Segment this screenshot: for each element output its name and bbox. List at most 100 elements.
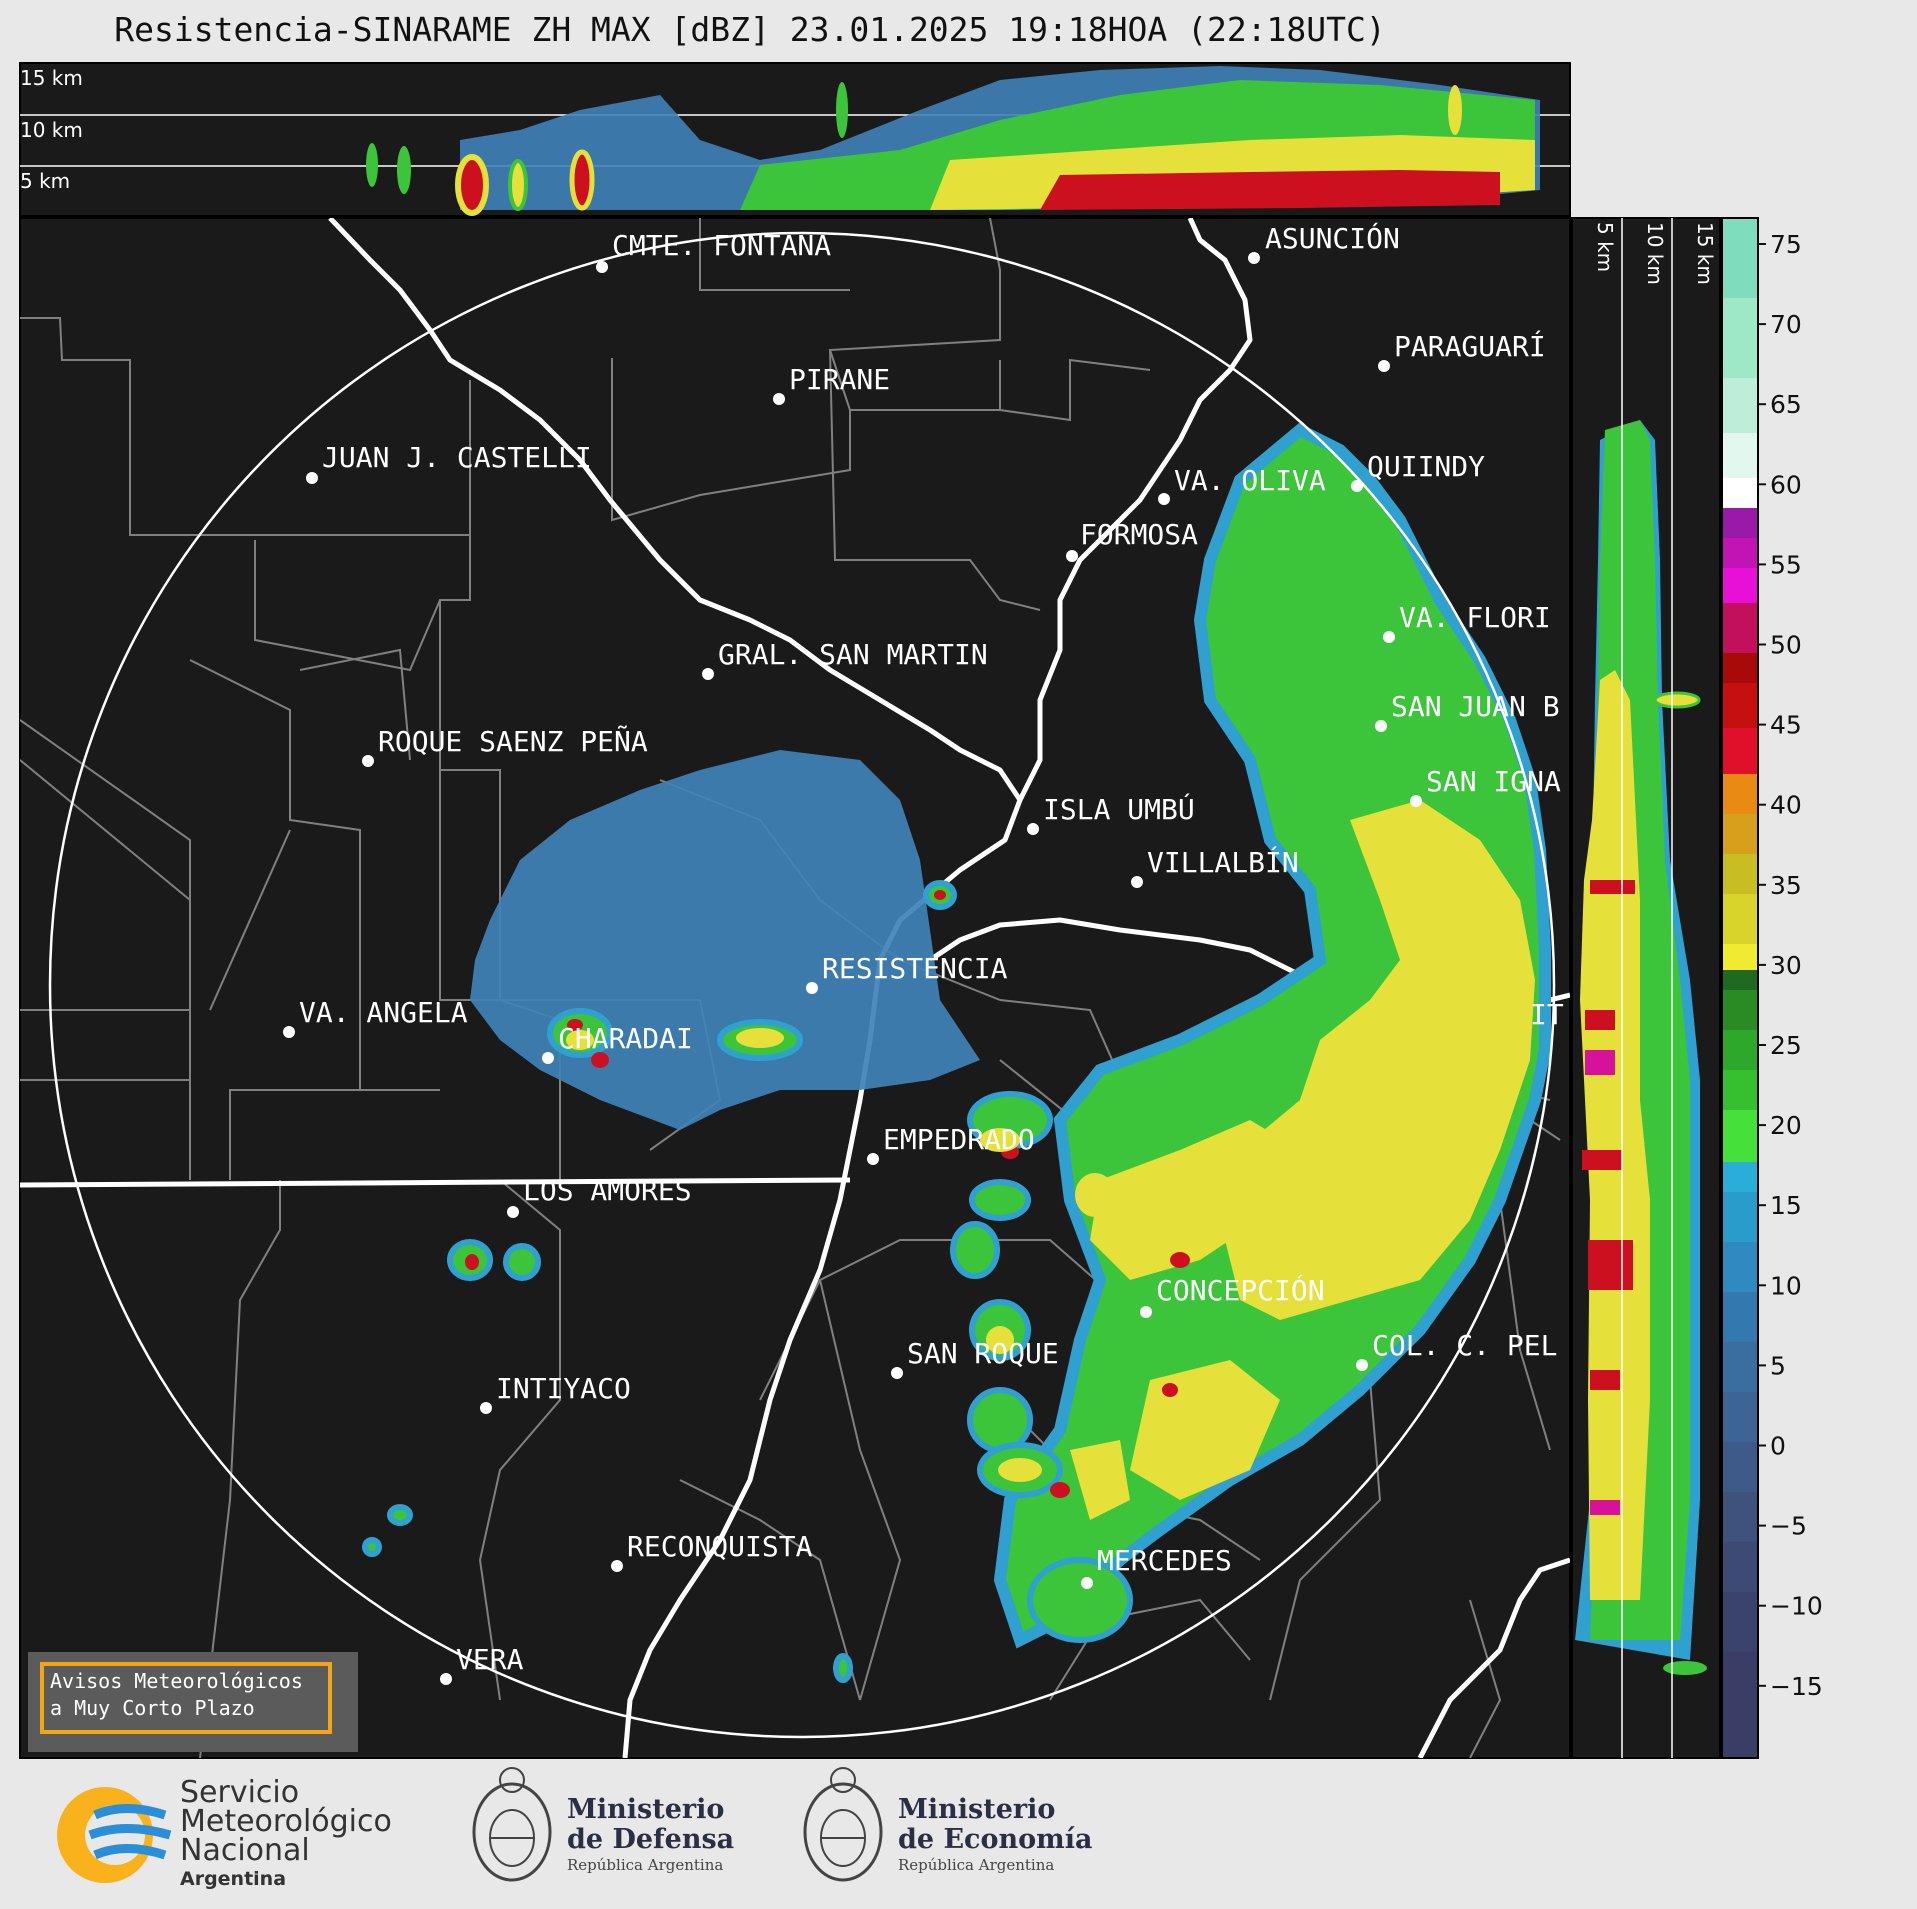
svg-text:ASUNCIÓN: ASUNCIÓN (1265, 221, 1400, 255)
city-pirane: PIRANE (773, 363, 890, 405)
defensa-sub: República Argentina (567, 1856, 724, 1874)
svg-text:LOS AMORES: LOS AMORES (523, 1174, 692, 1207)
smn-country: Argentina (180, 1868, 287, 1890)
city-gral-san-martin: GRAL. SAN MARTIN (702, 638, 988, 680)
svg-text:INTIYACO: INTIYACO (496, 1372, 631, 1405)
economia-coat-of-arms-icon (803, 1767, 883, 1882)
colorbar-tick-label: 0 (1770, 1432, 1786, 1461)
city-col-c-pel: COL. C. PEL (1356, 1329, 1557, 1371)
colorbar-tick-label: 30 (1770, 951, 1802, 980)
defensa-line-1: Ministerio (567, 1794, 725, 1825)
economia-line-1: Ministerio (898, 1794, 1056, 1825)
defensa-logo-text: Ministerio de Defensa República Argentin… (567, 1795, 734, 1875)
svg-text:SAN JUAN B: SAN JUAN B (1391, 690, 1560, 723)
side-km-label-15: 15 km (1693, 222, 1717, 285)
city-san-igna: SAN IGNA (1410, 765, 1561, 807)
top-km-label-5: 5 km (20, 169, 70, 193)
smn-line-1: Servicio (180, 1775, 300, 1810)
colorbar-tick-label: 5 (1770, 1351, 1786, 1380)
svg-text:MERCEDES: MERCEDES (1097, 1544, 1232, 1577)
svg-text:COL. C. PEL: COL. C. PEL (1372, 1329, 1557, 1362)
colorbar-tick-label: 45 (1770, 711, 1802, 740)
city-san-roque: SAN ROQUE (891, 1337, 1059, 1379)
city-mercedes: MERCEDES (1081, 1544, 1232, 1589)
svg-text:QUIINDY: QUIINDY (1367, 450, 1485, 483)
city-juan-j-castelli: JUAN J. CASTELLI (306, 441, 592, 484)
svg-text:SAN IGNA: SAN IGNA (1426, 765, 1561, 798)
city-cmte-fontana: CMTE. FONTANA (596, 229, 831, 273)
convective-yellow-area (1220, 800, 1535, 1320)
defensa-coat-of-arms-icon (472, 1767, 552, 1882)
defensa-logo: Ministerio de Defensa República Argentin… (472, 1765, 772, 1900)
svg-text:FORMOSA: FORMOSA (1080, 518, 1198, 551)
economia-logo: Ministerio de Economía República Argenti… (803, 1765, 1103, 1900)
smn-line-2: Meteorológico (180, 1804, 392, 1839)
city-intiyaco: INTIYACO (480, 1372, 631, 1414)
city-empedrado: EMPEDRADO (867, 1123, 1035, 1165)
city-markers: CMTE. FONTANA ASUNCIÓN PARAGUARÍ PIRANE … (283, 221, 1564, 1685)
city-paraguari: PARAGUARÍ (1378, 329, 1546, 372)
colorbar-tick-label: 55 (1770, 550, 1802, 579)
svg-text:RECONQUISTA: RECONQUISTA (627, 1530, 813, 1563)
city-charadai: CHARADAI (542, 1022, 693, 1064)
side-km-label-10: 10 km (1643, 222, 1667, 285)
colorbar-tick-label: 35 (1770, 871, 1802, 900)
warning-box[interactable]: Avisos Meteorológicos a Muy Corto Plazo (28, 1652, 358, 1752)
svg-text:VA. OLIVA: VA. OLIVA (1174, 464, 1326, 497)
economia-sub: República Argentina (898, 1856, 1055, 1874)
svg-text:VA. FLORI: VA. FLORI (1399, 601, 1551, 634)
city-reconquista: RECONQUISTA (611, 1530, 813, 1572)
warning-line-2: a Muy Corto Plazo (50, 1696, 255, 1720)
svg-text:IT: IT (1530, 998, 1564, 1031)
page-title: Resistencia-SINARAME ZH MAX [dBZ] 23.01.… (114, 10, 1386, 49)
svg-text:VA. ANGELA: VA. ANGELA (299, 996, 468, 1029)
colorbar-tick-label: 40 (1770, 791, 1802, 820)
city-villalbin: VILLALBÍN (1131, 845, 1299, 888)
city-formosa: FORMOSA (1066, 518, 1198, 562)
smn-logo-text: Servicio Meteorológico Nacional Argentin… (180, 1778, 392, 1894)
colorbar-tick-label: 25 (1770, 1031, 1802, 1060)
city-isla-umbu: ISLA UMBÚ (1027, 792, 1195, 835)
top-panel-echoes (20, 66, 1570, 216)
city-los-amores: LOS AMORES (507, 1174, 692, 1218)
city-resistencia: RESISTENCIA (806, 952, 1008, 994)
svg-text:VILLALBÍN: VILLALBÍN (1147, 845, 1299, 879)
defensa-line-2: de Defensa (567, 1824, 735, 1855)
economia-logo-text: Ministerio de Economía República Argenti… (898, 1795, 1092, 1875)
colorbar-tick-label: 75 (1770, 230, 1802, 259)
svg-text:CONCEPCIÓN: CONCEPCIÓN (1156, 1273, 1325, 1307)
top-km-label-15: 15 km (20, 66, 83, 90)
city-it: IT (1530, 998, 1564, 1031)
colorbar-tick-label: 65 (1770, 390, 1802, 419)
svg-text:GRAL. SAN MARTIN: GRAL. SAN MARTIN (718, 638, 988, 671)
colorbar-tick-label: 20 (1770, 1111, 1802, 1140)
top-km-label-10: 10 km (20, 118, 83, 142)
colorbar-tick-label: 50 (1770, 631, 1802, 660)
city-va-oliva: VA. OLIVA (1158, 464, 1326, 505)
colorbar-tick-label: −15 (1770, 1672, 1823, 1701)
colorbar-tick-label: −10 (1770, 1592, 1823, 1621)
city-concepcion: CONCEPCIÓN (1140, 1273, 1325, 1318)
side-km-label-5: 5 km (1593, 222, 1617, 272)
colorbar-tick-label: 70 (1770, 310, 1802, 339)
city-asuncion: ASUNCIÓN (1248, 221, 1400, 264)
smn-logo: Servicio Meteorológico Nacional Argentin… (50, 1778, 420, 1891)
smn-line-3: Nacional (180, 1833, 310, 1868)
convective-green-area (993, 422, 1551, 1649)
svg-text:VERA: VERA (456, 1643, 524, 1676)
city-quiindy: QUIINDY (1351, 450, 1485, 492)
city-roque-saenz-pena: ROQUE SAENZ PEÑA (362, 724, 648, 767)
svg-text:SAN ROQUE: SAN ROQUE (907, 1337, 1059, 1370)
moderate-cores (566, 1028, 1115, 1482)
city-vera: VERA (440, 1643, 524, 1685)
svg-text:PIRANE: PIRANE (789, 363, 890, 396)
economia-line-2: de Economía (898, 1824, 1093, 1855)
colorbar-tick-label: 15 (1770, 1191, 1802, 1220)
svg-text:ISLA UMBÚ: ISLA UMBÚ (1043, 792, 1195, 826)
colorbar-tick-label: −5 (1770, 1512, 1807, 1541)
radar-range-ring (48, 231, 1556, 1739)
svg-text:PARAGUARÍ: PARAGUARÍ (1394, 329, 1546, 363)
svg-text:JUAN J. CASTELLI: JUAN J. CASTELLI (322, 441, 592, 474)
